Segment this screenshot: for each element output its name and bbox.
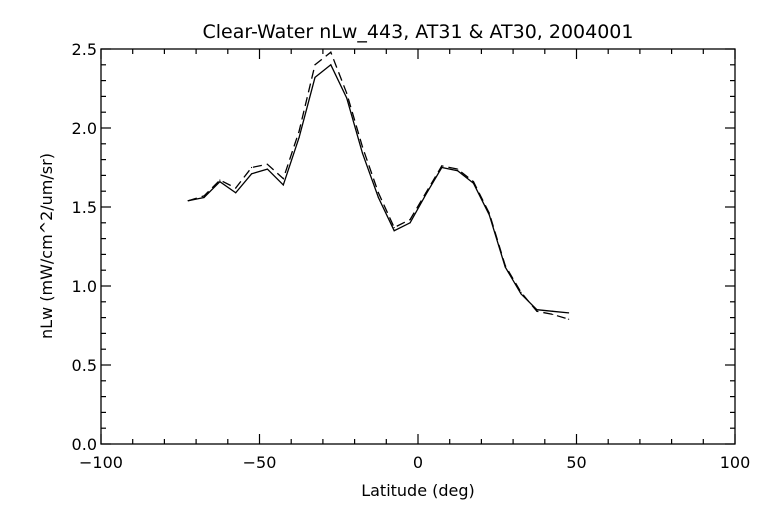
plot-frame	[100, 48, 736, 445]
data-point-at30	[361, 146, 364, 148]
data-point-at30	[393, 226, 395, 229]
data-point-at30	[472, 181, 475, 183]
data-point-at30	[219, 179, 221, 181]
y-tick-label: 2.0	[72, 119, 97, 138]
data-point-at31	[346, 97, 348, 99]
data-point-at31	[457, 170, 459, 172]
y-tick-label: 0.0	[72, 435, 97, 454]
data-point-at30	[488, 212, 490, 214]
y-tick-label: 1.5	[72, 198, 97, 217]
y-tick-label: 2.5	[72, 40, 97, 59]
data-point-at30	[203, 195, 205, 197]
chart-title: Clear-Water nLw_443, AT31 & AT30, 200400…	[203, 21, 634, 43]
data-point-at31	[282, 184, 284, 186]
data-point-at30	[504, 264, 506, 267]
y-axis-label: nLw (mW/cm^2/um/sr)	[37, 153, 56, 339]
data-point-at31	[203, 196, 205, 199]
data-point-at31	[520, 293, 522, 295]
data-point-at30	[441, 165, 443, 167]
data-point-at31	[377, 196, 379, 199]
x-tick-label: 50	[566, 453, 586, 472]
data-point-at30	[567, 318, 570, 320]
x-axis-label: Latitude (deg)	[361, 481, 475, 500]
data-point-at31	[314, 76, 316, 79]
data-point-at30	[282, 177, 284, 180]
data-point-at31	[266, 168, 269, 170]
data-point-at31	[361, 152, 364, 154]
data-point-at30	[457, 168, 459, 170]
series-line-at30	[188, 51, 569, 320]
y-tick-label: 0.5	[72, 356, 97, 375]
data-point-at30	[409, 219, 411, 221]
data-point-at30	[536, 310, 538, 312]
data-point-at30	[187, 200, 189, 202]
data-point-at31	[235, 192, 237, 194]
data-point-at31	[488, 214, 490, 216]
data-point-at30	[377, 192, 379, 194]
data-point-at31	[409, 222, 411, 224]
data-point-at31	[250, 173, 253, 175]
data-point-at31	[552, 310, 554, 312]
data-point-at31	[567, 312, 570, 314]
data-point-at30	[552, 313, 554, 316]
data-point-at30	[250, 166, 253, 169]
x-tick-label: 0	[413, 453, 423, 472]
data-point-at30	[520, 291, 522, 293]
data-point-at30	[266, 163, 269, 165]
data-point-at30	[330, 51, 332, 53]
data-point-at31	[330, 64, 332, 66]
data-point-at30	[346, 92, 348, 94]
x-tick-label: 100	[720, 453, 751, 472]
x-tick-label: −50	[243, 453, 277, 472]
data-point-at30	[235, 187, 237, 189]
x-tick-label: −100	[79, 453, 123, 472]
data-point-at31	[219, 181, 221, 183]
data-point-at31	[298, 136, 300, 139]
data-point-at30	[425, 192, 427, 194]
data-point-at31	[393, 230, 395, 232]
y-tick-label: 1.0	[72, 277, 97, 296]
data-point-at30	[314, 64, 316, 66]
data-point-at30	[298, 130, 300, 132]
